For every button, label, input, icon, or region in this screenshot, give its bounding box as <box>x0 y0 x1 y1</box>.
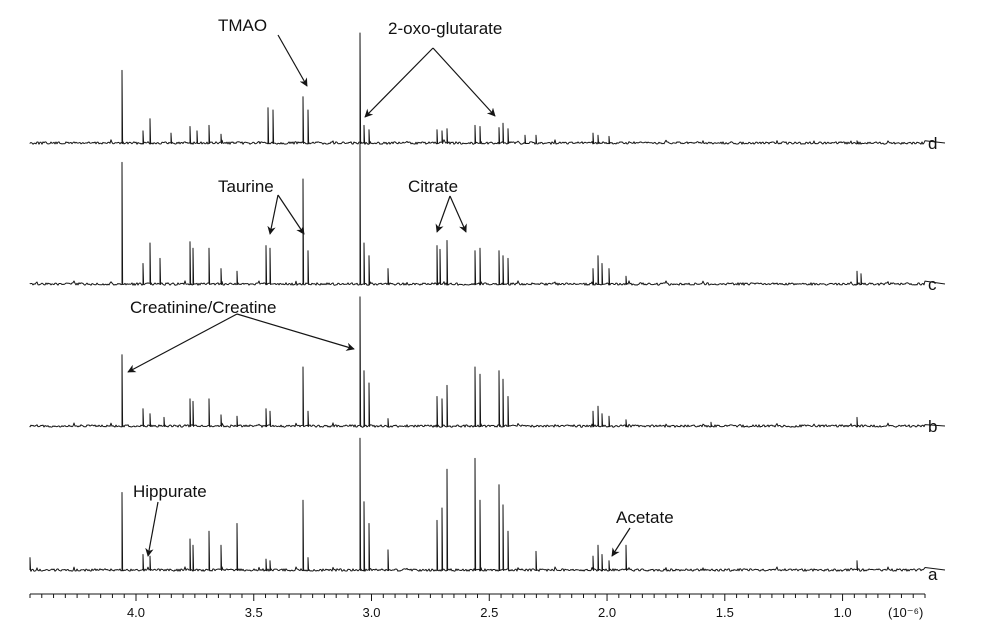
annotation-arrow-taurine-1 <box>267 194 279 235</box>
annotation-arrow-2-oxo-glutarate-2 <box>432 47 496 117</box>
x-axis: 4.0 3.5 3.0 2.5 2.0 1.5 1.0 (10⁻⁶) <box>29 593 926 620</box>
annotation-creatinine-creatine: Creatinine/Creatine <box>130 298 276 317</box>
annotation-citrate: Citrate <box>408 177 458 196</box>
spectra-group <box>29 32 946 572</box>
annotation-arrow-tmao-1 <box>277 34 308 87</box>
trace-label-a: a <box>928 565 938 584</box>
spectrum-trace-d <box>29 32 946 145</box>
spectrum-trace-b <box>29 296 946 428</box>
annotation-arrow-hippurate-1 <box>145 501 159 557</box>
trace-labels-group: d c b a <box>928 134 938 584</box>
annotation-hippurate: Hippurate <box>133 482 207 501</box>
annotation-arrow-taurine-2 <box>277 194 305 235</box>
annotation-taurine: Taurine <box>218 177 274 196</box>
annotation-arrow-creatinine-creatine-1 <box>127 313 238 373</box>
x-tick-label: 3.5 <box>245 605 263 620</box>
annotation-tmao: TMAO <box>218 16 267 35</box>
trace-label-d: d <box>928 134 937 153</box>
annotation-acetate: Acetate <box>616 508 674 527</box>
annotation-arrow-creatinine-creatine-2 <box>236 313 355 351</box>
annotation-arrow-acetate-1 <box>611 527 631 557</box>
annotation-arrow-citrate-1 <box>435 195 451 233</box>
spectrum-trace-c <box>29 142 946 286</box>
trace-label-c: c <box>928 275 937 294</box>
x-axis-unit: (10⁻⁶) <box>888 605 923 620</box>
spectrum-trace-a <box>29 437 946 572</box>
x-tick-label: 1.0 <box>834 605 852 620</box>
annotations-group: TMAO 2-oxo-glutarate Taurine Citrate Creatin… <box>127 16 674 557</box>
x-tick-label: 2.5 <box>480 605 498 620</box>
annotation-arrow-citrate-2 <box>449 195 467 233</box>
x-tick-label: 2.0 <box>598 605 616 620</box>
annotation-arrow-2-oxo-glutarate-1 <box>364 47 434 118</box>
x-tick-label: 3.0 <box>362 605 380 620</box>
x-tick-label: 4.0 <box>127 605 145 620</box>
x-tick-label: 1.5 <box>716 605 734 620</box>
annotation-2-oxo-glutarate: 2-oxo-glutarate <box>388 19 502 38</box>
trace-label-b: b <box>928 417 937 436</box>
